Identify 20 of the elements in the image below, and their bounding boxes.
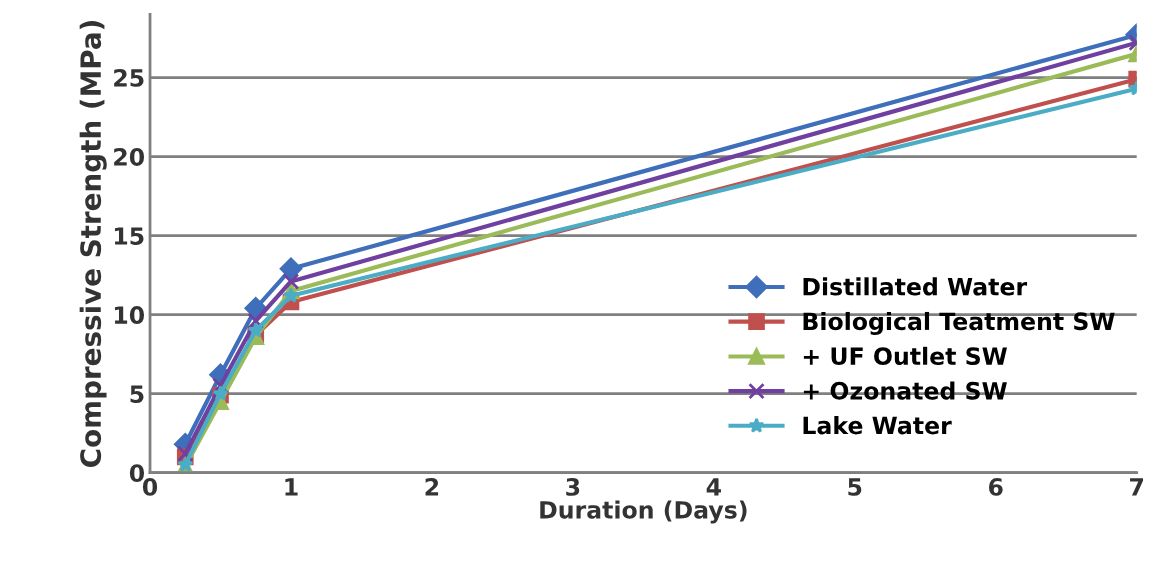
- x-tick-label: 4: [706, 478, 721, 496]
- legend-label: + UF Outlet SW: [803, 346, 1007, 366]
- x-tick-label: 7: [1130, 478, 1144, 496]
- y-tick-label: 15: [114, 227, 144, 245]
- x-tick-label: 6: [988, 478, 1003, 496]
- legend-label: Lake Water: [803, 416, 952, 435]
- legend-label: Distillated Water: [803, 277, 1028, 296]
- x-axis-title: Duration (Days): [540, 500, 747, 524]
- legend-label: Biological Teatment SW: [803, 311, 1115, 335]
- legend-label: + Ozonated SW: [803, 381, 1007, 400]
- x-tick-label: 1: [285, 478, 298, 496]
- y-tick-label: 10: [114, 306, 145, 324]
- x-tick-label: 2: [425, 478, 439, 496]
- y-tick-label: 20: [114, 148, 145, 166]
- x-tick-label: 0: [142, 478, 158, 496]
- y-tick-label: 5: [130, 385, 144, 403]
- x-tick-label: 3: [566, 478, 580, 496]
- x-tick-label: 5: [848, 478, 862, 496]
- y-axis-title: Compressive Strength (MPa): [79, 21, 107, 467]
- y-tick-label: 25: [114, 69, 144, 87]
